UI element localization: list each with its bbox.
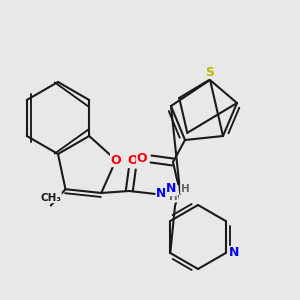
- Text: N: N: [166, 182, 176, 196]
- Text: O: O: [111, 154, 121, 166]
- Text: O: O: [127, 154, 138, 167]
- Text: H: H: [169, 192, 178, 202]
- Text: S: S: [206, 65, 214, 79]
- Text: CH₃: CH₃: [40, 193, 61, 202]
- Text: N: N: [229, 247, 239, 260]
- Text: O: O: [137, 152, 147, 166]
- Text: H: H: [181, 184, 189, 194]
- Text: N: N: [156, 188, 166, 200]
